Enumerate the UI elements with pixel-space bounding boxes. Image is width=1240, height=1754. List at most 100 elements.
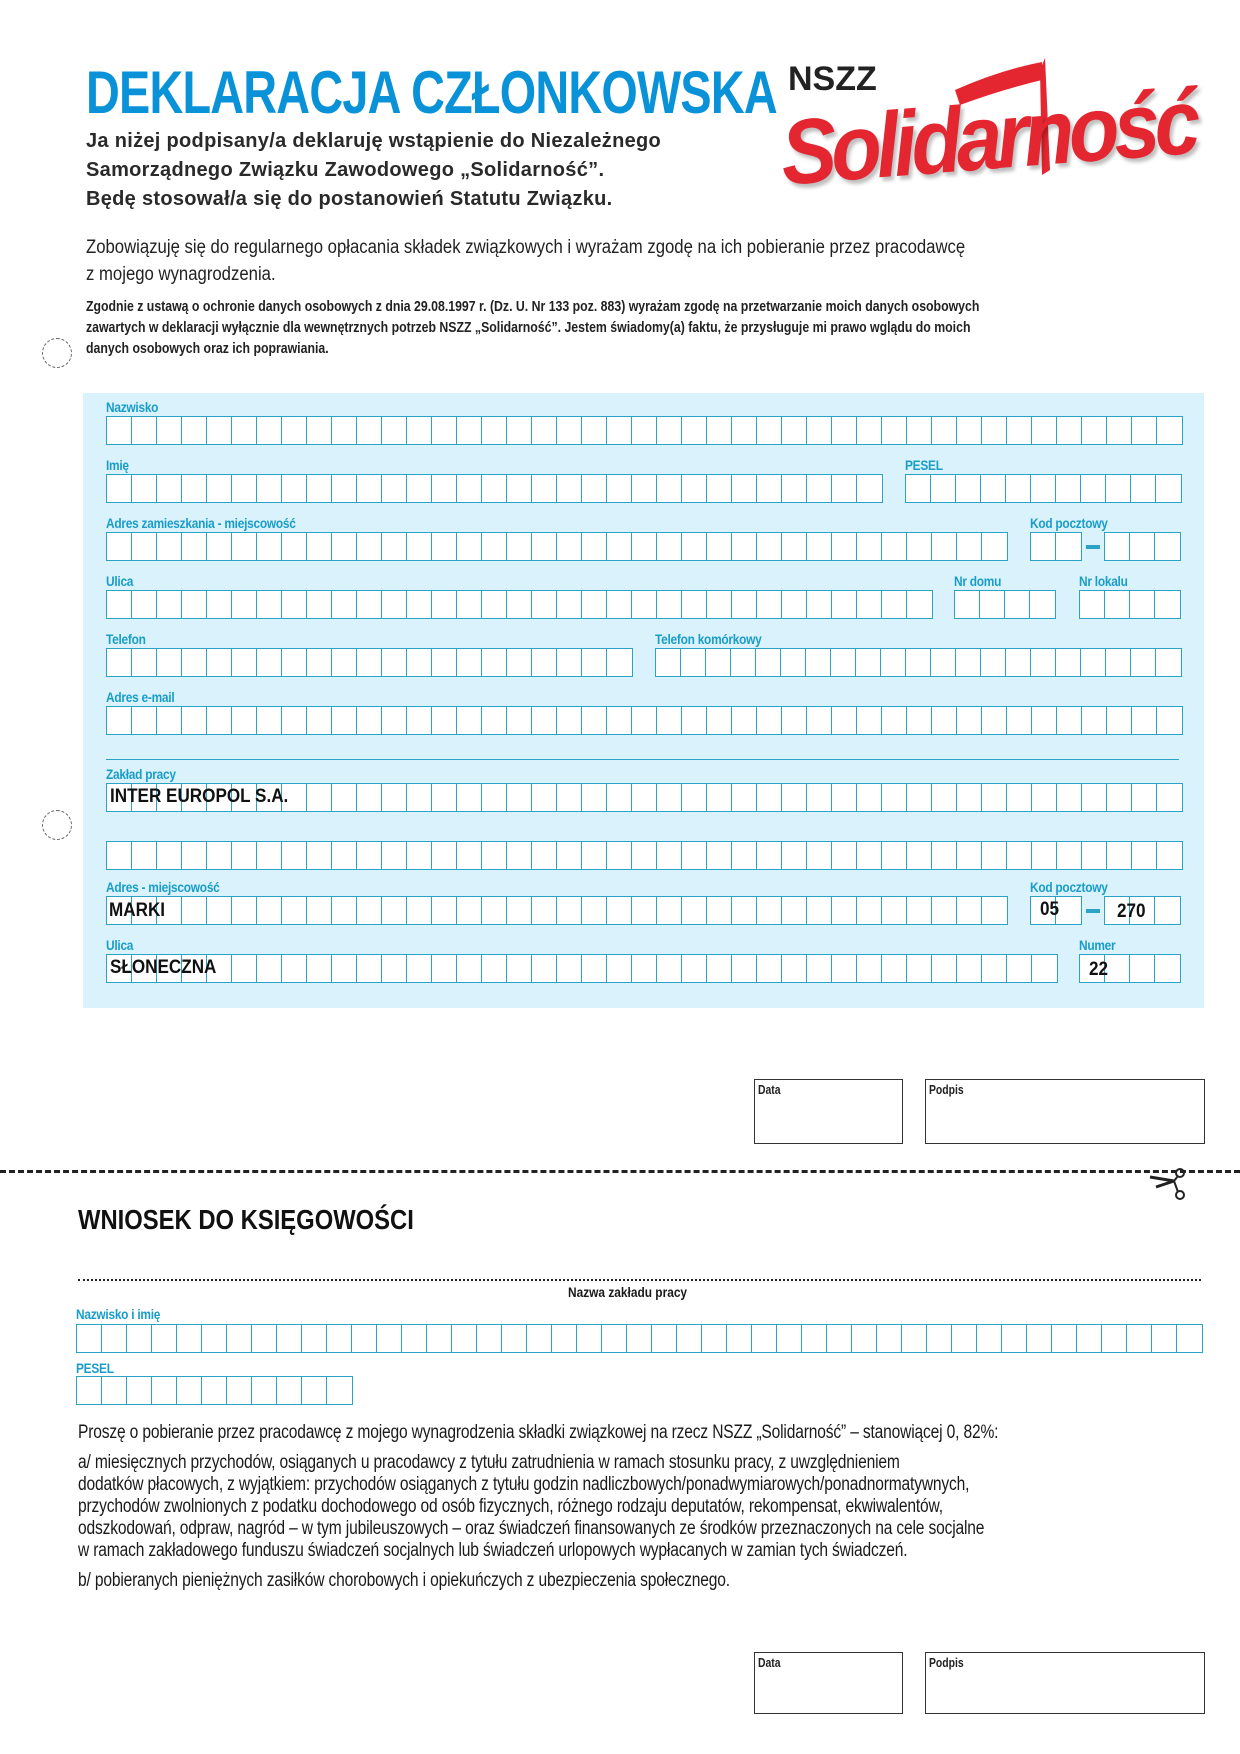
char-cell[interactable] [807, 591, 832, 618]
char-cell[interactable] [77, 1325, 102, 1352]
char-cell[interactable] [107, 707, 132, 734]
phone-input[interactable] [106, 648, 633, 677]
char-cell[interactable] [582, 475, 607, 502]
char-cell[interactable] [1152, 1325, 1177, 1352]
char-cell[interactable] [107, 417, 132, 444]
char-cell[interactable] [482, 707, 507, 734]
char-cell[interactable] [677, 1325, 702, 1352]
workplace-name-line[interactable] [78, 1279, 1201, 1281]
char-cell[interactable] [957, 784, 982, 811]
char-cell[interactable] [457, 955, 482, 982]
char-cell[interactable] [282, 784, 307, 811]
char-cell[interactable] [807, 955, 832, 982]
char-cell[interactable] [1156, 649, 1181, 676]
char-cell[interactable] [182, 533, 207, 560]
char-cell[interactable] [107, 784, 132, 811]
char-cell[interactable] [157, 955, 182, 982]
char-cell[interactable] [927, 1325, 952, 1352]
char-cell[interactable] [432, 417, 457, 444]
char-cell[interactable] [882, 784, 907, 811]
char-cell[interactable] [532, 533, 557, 560]
char-cell[interactable] [157, 784, 182, 811]
char-cell[interactable] [482, 475, 507, 502]
char-cell[interactable] [252, 1325, 277, 1352]
char-cell[interactable] [332, 417, 357, 444]
char-cell[interactable] [582, 649, 607, 676]
char-cell[interactable] [1006, 649, 1031, 676]
char-cell[interactable] [402, 1325, 427, 1352]
char-cell[interactable] [307, 784, 332, 811]
char-cell[interactable] [457, 842, 482, 869]
char-cell[interactable] [507, 707, 532, 734]
char-cell[interactable] [607, 707, 632, 734]
char-cell[interactable] [207, 533, 232, 560]
char-cell[interactable] [382, 475, 407, 502]
char-cell[interactable] [981, 649, 1006, 676]
char-cell[interactable] [552, 1325, 577, 1352]
char-cell[interactable] [777, 1325, 802, 1352]
char-cell[interactable] [932, 897, 957, 924]
char-cell[interactable] [102, 1377, 127, 1404]
char-cell[interactable] [982, 707, 1007, 734]
char-cell[interactable] [452, 1325, 477, 1352]
char-cell[interactable] [407, 649, 432, 676]
date-field[interactable]: Data [754, 1079, 903, 1144]
char-cell[interactable] [157, 842, 182, 869]
char-cell[interactable] [727, 1325, 752, 1352]
char-cell[interactable] [457, 533, 482, 560]
char-cell[interactable] [952, 1325, 977, 1352]
char-cell[interactable] [177, 1377, 202, 1404]
char-cell[interactable] [557, 784, 582, 811]
char-cell[interactable] [582, 707, 607, 734]
char-cell[interactable] [607, 955, 632, 982]
char-cell[interactable] [1132, 784, 1157, 811]
char-cell[interactable] [1032, 707, 1057, 734]
char-cell[interactable] [282, 475, 307, 502]
char-cell[interactable] [207, 649, 232, 676]
char-cell[interactable] [732, 417, 757, 444]
workplace-input[interactable] [106, 783, 1183, 812]
char-cell[interactable] [307, 955, 332, 982]
char-cell[interactable] [682, 897, 707, 924]
char-cell[interactable] [277, 1377, 302, 1404]
char-cell[interactable] [207, 591, 232, 618]
char-cell[interactable] [1032, 842, 1057, 869]
char-cell[interactable] [980, 591, 1005, 618]
char-cell[interactable] [182, 417, 207, 444]
char-cell[interactable] [1052, 1325, 1077, 1352]
char-cell[interactable] [882, 591, 907, 618]
char-cell[interactable] [482, 897, 507, 924]
char-cell[interactable] [132, 784, 157, 811]
char-cell[interactable] [307, 591, 332, 618]
char-cell[interactable] [357, 591, 382, 618]
char-cell[interactable] [557, 842, 582, 869]
char-cell[interactable] [982, 417, 1007, 444]
char-cell[interactable] [557, 417, 582, 444]
work-number-input[interactable] [1079, 954, 1181, 983]
char-cell[interactable] [682, 591, 707, 618]
char-cell[interactable] [732, 842, 757, 869]
char-cell[interactable] [782, 707, 807, 734]
char-cell[interactable] [907, 784, 932, 811]
home-postcode-a-input[interactable] [1030, 532, 1082, 561]
char-cell[interactable] [507, 784, 532, 811]
char-cell[interactable] [782, 417, 807, 444]
char-cell[interactable] [432, 955, 457, 982]
char-cell[interactable] [532, 707, 557, 734]
char-cell[interactable] [282, 842, 307, 869]
char-cell[interactable] [632, 955, 657, 982]
char-cell[interactable] [582, 897, 607, 924]
char-cell[interactable] [757, 784, 782, 811]
char-cell[interactable] [982, 897, 1007, 924]
char-cell[interactable] [457, 707, 482, 734]
char-cell[interactable] [682, 707, 707, 734]
char-cell[interactable] [832, 417, 857, 444]
char-cell[interactable] [732, 533, 757, 560]
char-cell[interactable] [1032, 784, 1057, 811]
char-cell[interactable] [157, 707, 182, 734]
char-cell[interactable] [1032, 955, 1057, 982]
char-cell[interactable] [232, 784, 257, 811]
char-cell[interactable] [707, 417, 732, 444]
char-cell[interactable] [182, 591, 207, 618]
surname-input[interactable] [106, 416, 1183, 445]
